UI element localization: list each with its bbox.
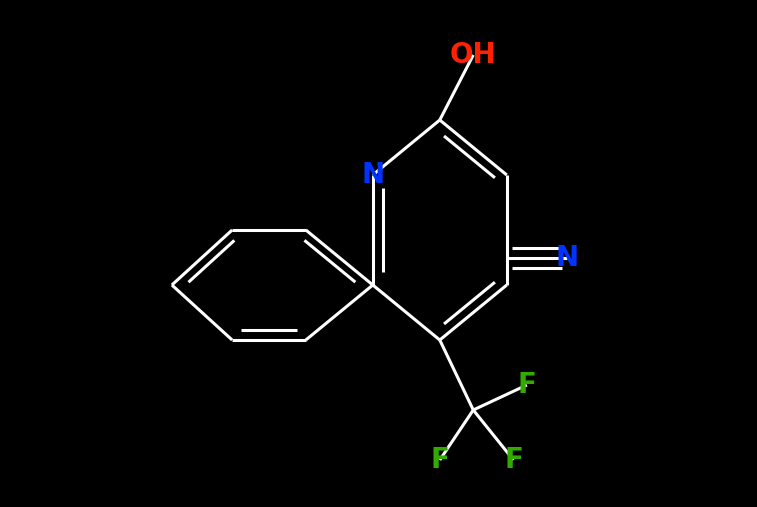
- Text: OH: OH: [450, 41, 497, 69]
- Text: N: N: [361, 161, 385, 189]
- Text: F: F: [430, 446, 449, 474]
- Text: F: F: [504, 446, 523, 474]
- Text: N: N: [556, 244, 578, 272]
- Text: F: F: [518, 371, 536, 399]
